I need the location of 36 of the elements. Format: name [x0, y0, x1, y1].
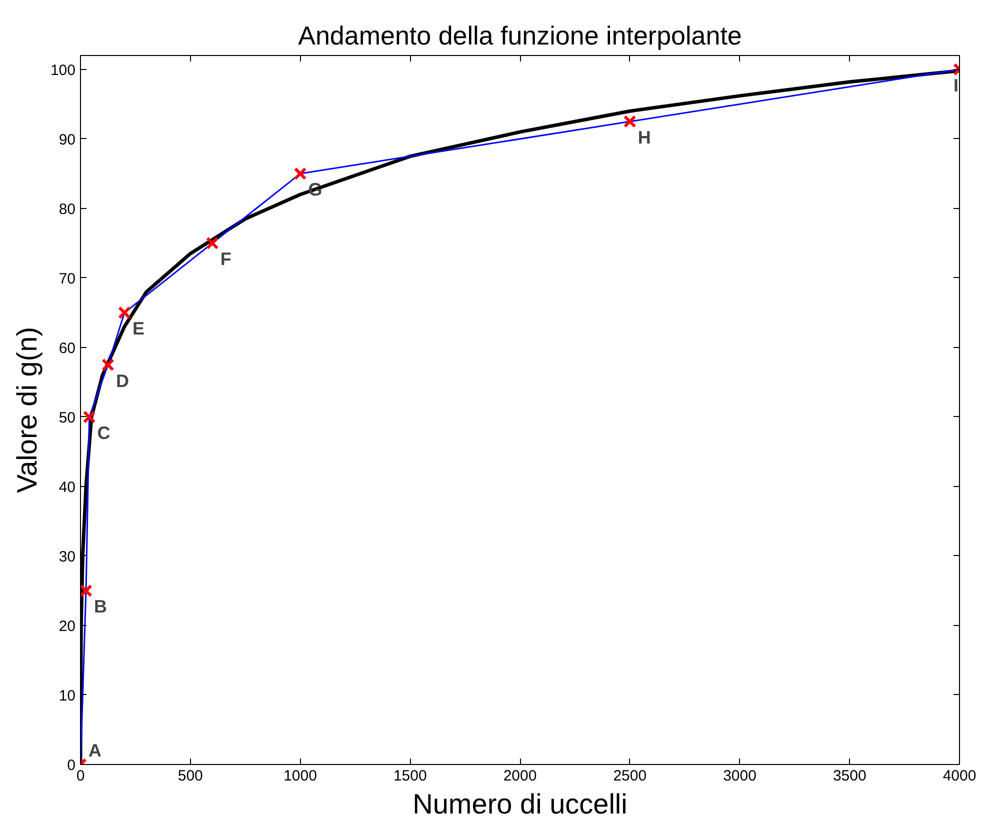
y-tick-label: 80 [58, 200, 76, 218]
annotation: D [116, 370, 129, 391]
chart-title: Andamento della funzione interpolante [298, 20, 742, 50]
y-tick-label: 50 [58, 409, 76, 426]
y-tick-label: 10 [58, 687, 76, 704]
annotation: H [638, 128, 651, 148]
y-tick-label: 30 [58, 548, 76, 566]
y-tick-label: 90 [58, 131, 76, 148]
y-tick-label: 60 [58, 340, 76, 357]
x-tick-label: 4000 [942, 768, 976, 784]
point [80, 584, 92, 598]
x-tick-label: 1000 [284, 768, 317, 784]
x-tick-label: 1500 [393, 768, 427, 784]
annotation: F [220, 249, 232, 270]
annotation: A [88, 740, 102, 760]
point [206, 236, 219, 250]
y-tick-label: 100 [50, 62, 76, 79]
point [102, 358, 114, 372]
annotation: B [94, 596, 107, 617]
y-tick-label: 70 [58, 270, 76, 288]
annotation: E [132, 318, 144, 339]
y-tick-label: 20 [58, 618, 76, 635]
x-tick-label: 2500 [613, 768, 647, 784]
y-axis-title: Valore di g(n) [11, 326, 42, 493]
point [118, 306, 131, 320]
annotation: I [954, 75, 959, 96]
x-tick-label: 500 [178, 768, 203, 784]
annotation: C [97, 422, 110, 443]
y-tick-label: 40 [58, 478, 76, 496]
x-axis-title: Numero di uccelli [412, 788, 628, 820]
x-tick-label: 3000 [723, 768, 756, 784]
y-tick-label: 0 [67, 757, 76, 774]
x-tick-label: 3500 [832, 768, 866, 784]
x-tick-label: 2000 [503, 768, 537, 784]
point [82, 410, 96, 424]
point [294, 167, 307, 180]
